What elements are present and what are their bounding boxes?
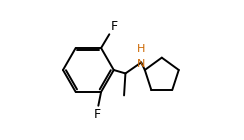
Text: F: F: [94, 108, 101, 122]
Text: H: H: [137, 44, 145, 53]
Text: N: N: [137, 59, 145, 69]
Text: F: F: [111, 20, 118, 33]
